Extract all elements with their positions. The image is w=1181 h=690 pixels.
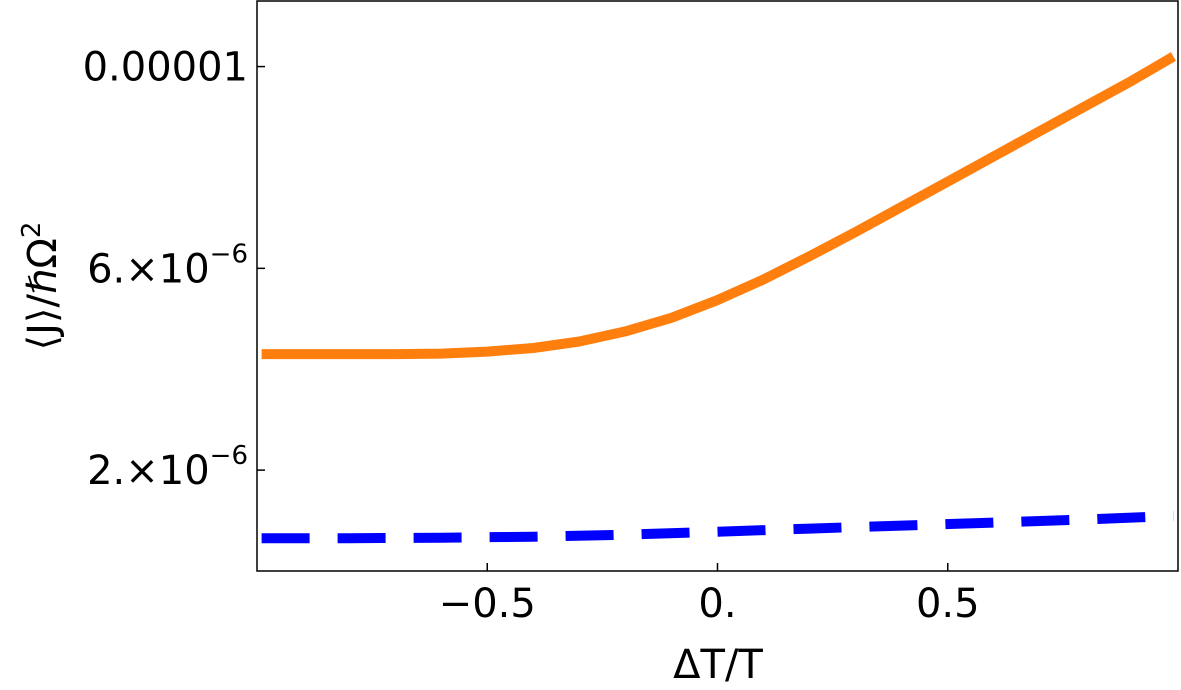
x-tick-label: 0.	[698, 581, 736, 627]
y-tick-label-base: 2.×10	[87, 448, 210, 494]
x-axis-label: ΔT/T	[673, 642, 763, 688]
y-tick-label-exponent: −6	[210, 239, 248, 269]
y-tick-label: 0.00001	[83, 45, 248, 91]
y-axis-ticks: 2.×10−66.×10−60.00001	[83, 45, 265, 494]
plot-frame	[256, 0, 1179, 572]
series-group	[261, 52, 1176, 544]
y-tick-label-exponent: −6	[210, 441, 248, 471]
x-tick-label: −0.5	[439, 581, 536, 627]
y-tick-label-base: 6.×10	[87, 246, 210, 292]
y-axis-label: ⟨J⟩/ℏΩ2	[17, 222, 66, 351]
y-tick-label-base: 0.00001	[83, 45, 248, 91]
y-axis-label-sup: 2	[17, 222, 47, 239]
series-line-2	[261, 511, 1174, 544]
y-tick-label: 6.×10−6	[87, 239, 248, 292]
x-axis-ticks: −0.5 0. 0.5	[439, 563, 980, 627]
series-line-1	[261, 52, 1176, 360]
y-tick-label: 2.×10−6	[87, 441, 248, 494]
x-tick-label: 0.5	[916, 581, 980, 627]
y-axis-label-main: ⟨J⟩/ℏΩ	[20, 238, 66, 350]
